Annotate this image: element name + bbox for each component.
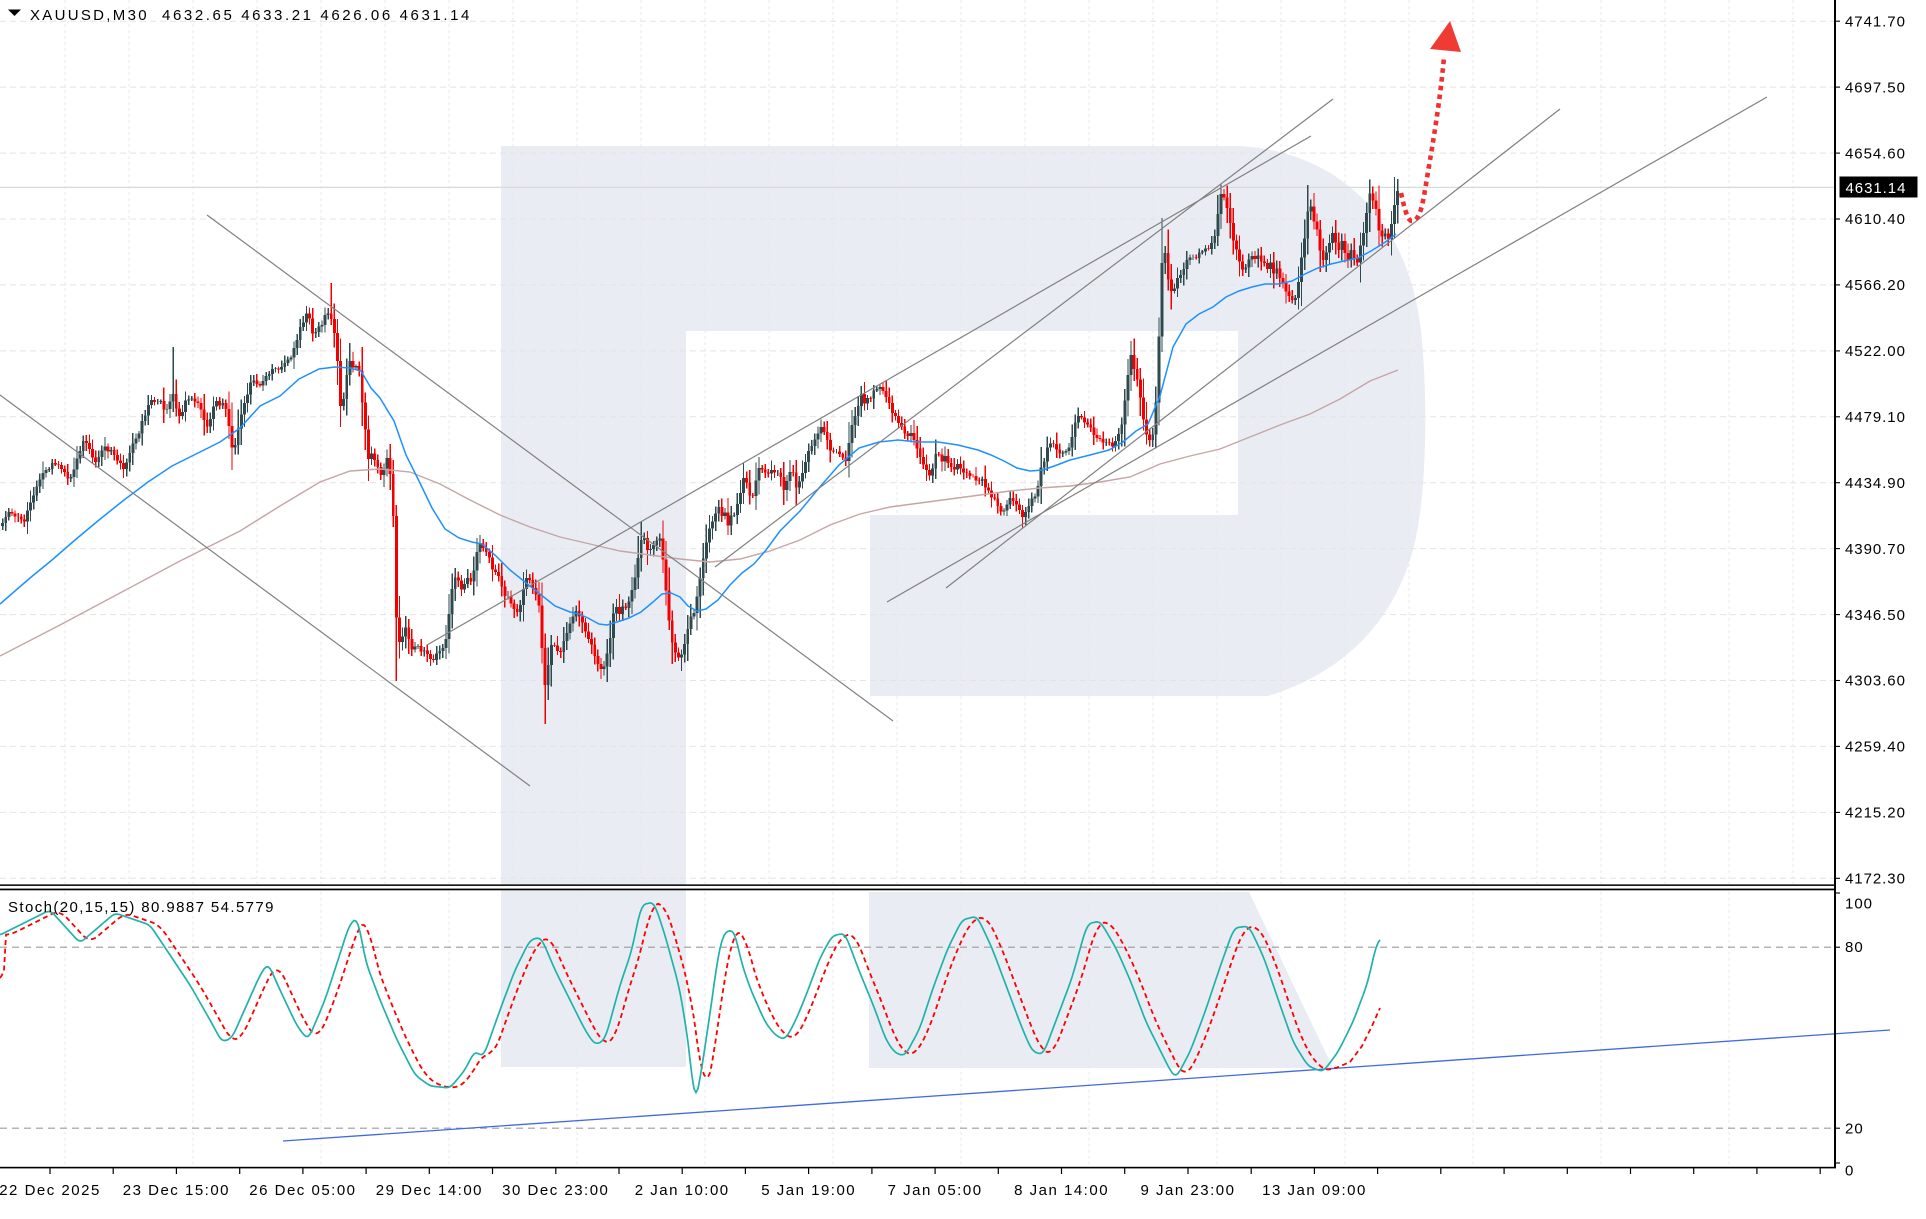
svg-text:4259.40: 4259.40 [1845,739,1906,756]
svg-text:4697.50: 4697.50 [1845,79,1906,96]
svg-text:29 Dec 14:00: 29 Dec 14:00 [376,1182,483,1199]
svg-text:4522.00: 4522.00 [1845,343,1906,360]
svg-text:2 Jan 10:00: 2 Jan 10:00 [635,1182,730,1199]
svg-text:80: 80 [1845,939,1864,956]
svg-text:26 Dec 05:00: 26 Dec 05:00 [249,1182,356,1199]
svg-text:4172.30: 4172.30 [1845,871,1906,888]
svg-text:30 Dec 23:00: 30 Dec 23:00 [502,1182,609,1199]
svg-text:4741.70: 4741.70 [1845,13,1906,30]
svg-text:4215.20: 4215.20 [1845,805,1906,822]
svg-text:100: 100 [1845,896,1873,913]
svg-text:XAUUSD,M30: XAUUSD,M30 [30,7,149,24]
svg-text:5 Jan 19:00: 5 Jan 19:00 [761,1182,856,1199]
svg-text:20: 20 [1845,1121,1864,1138]
svg-text:4303.60: 4303.60 [1845,673,1906,690]
svg-text:0: 0 [1845,1163,1854,1180]
svg-text:4610.40: 4610.40 [1845,211,1906,228]
svg-text:8 Jan 14:00: 8 Jan 14:00 [1014,1182,1109,1199]
svg-text:4479.10: 4479.10 [1845,409,1906,426]
svg-text:4390.70: 4390.70 [1845,541,1906,558]
svg-text:4632.65 4633.21 4626.06 4631.1: 4632.65 4633.21 4626.06 4631.14 [162,7,472,24]
svg-text:13 Jan 09:00: 13 Jan 09:00 [1262,1182,1367,1199]
svg-text:4631.14: 4631.14 [1846,180,1907,197]
svg-text:Stoch(20,15,15) 80.9887 54.577: Stoch(20,15,15) 80.9887 54.5779 [8,899,275,916]
svg-text:23 Dec 15:00: 23 Dec 15:00 [123,1182,230,1199]
svg-text:4434.90: 4434.90 [1845,475,1906,492]
svg-text:9 Jan 23:00: 9 Jan 23:00 [1141,1182,1236,1199]
svg-text:7 Jan 05:00: 7 Jan 05:00 [888,1182,983,1199]
svg-text:4346.50: 4346.50 [1845,607,1906,624]
svg-text:4654.60: 4654.60 [1845,145,1906,162]
svg-text:4566.20: 4566.20 [1845,277,1906,294]
svg-text:22 Dec 2025: 22 Dec 2025 [0,1182,101,1199]
